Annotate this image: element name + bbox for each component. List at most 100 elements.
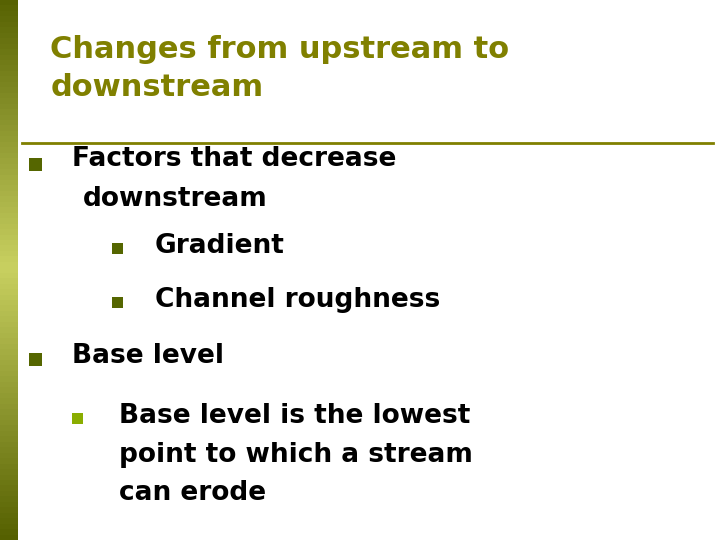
- Bar: [0, 289, 18, 294]
- Bar: [0, 185, 18, 191]
- Bar: [0, 447, 18, 453]
- Text: Base level: Base level: [72, 342, 224, 369]
- Bar: [0, 415, 18, 420]
- Bar: [0, 480, 18, 485]
- Bar: [0, 49, 18, 55]
- Bar: [0, 294, 18, 300]
- Bar: [0, 28, 18, 33]
- Bar: [0, 306, 18, 311]
- Bar: [0, 234, 18, 240]
- Bar: [0, 224, 18, 229]
- Bar: [0, 485, 18, 491]
- Bar: [0, 458, 18, 464]
- Bar: [0, 382, 18, 387]
- Bar: [0, 38, 18, 44]
- Bar: [0, 207, 18, 213]
- Bar: [0, 398, 18, 403]
- Bar: [0, 512, 18, 518]
- Bar: [29, 353, 42, 366]
- Bar: [0, 262, 18, 267]
- Bar: [0, 409, 18, 415]
- Bar: [0, 278, 18, 284]
- Text: Gradient: Gradient: [155, 233, 284, 259]
- Bar: [0, 76, 18, 82]
- Bar: [0, 93, 18, 98]
- Bar: [0, 125, 18, 131]
- Bar: [0, 71, 18, 76]
- Bar: [29, 158, 42, 171]
- Bar: [0, 174, 18, 180]
- Bar: [0, 393, 18, 398]
- Bar: [0, 475, 18, 480]
- Bar: [0, 316, 18, 322]
- Bar: [0, 137, 18, 142]
- Bar: [0, 33, 18, 38]
- Bar: [0, 360, 18, 366]
- Bar: [0, 164, 18, 169]
- Bar: [0, 197, 18, 202]
- Bar: [0, 518, 18, 524]
- Bar: [112, 296, 122, 308]
- Bar: [0, 496, 18, 502]
- Bar: [0, 376, 18, 382]
- Bar: [0, 371, 18, 376]
- Text: downstream: downstream: [83, 186, 268, 212]
- Bar: [0, 11, 18, 16]
- Bar: [0, 65, 18, 71]
- Bar: [0, 98, 18, 104]
- Bar: [0, 426, 18, 431]
- Text: point to which a stream: point to which a stream: [119, 442, 472, 468]
- Bar: [0, 284, 18, 289]
- Bar: [0, 202, 18, 207]
- Bar: [0, 436, 18, 442]
- Bar: [0, 229, 18, 234]
- Bar: [0, 524, 18, 529]
- Bar: [0, 453, 18, 458]
- Bar: [0, 535, 18, 540]
- Bar: [0, 349, 18, 355]
- Bar: [0, 311, 18, 316]
- Bar: [0, 256, 18, 262]
- Text: downstream: downstream: [50, 73, 264, 102]
- Text: Channel roughness: Channel roughness: [155, 287, 440, 313]
- Bar: [0, 464, 18, 469]
- Bar: [0, 273, 18, 278]
- Bar: [0, 338, 18, 343]
- Bar: [0, 22, 18, 28]
- Bar: [0, 0, 18, 5]
- Bar: [0, 300, 18, 306]
- Bar: [0, 87, 18, 93]
- Bar: [0, 180, 18, 185]
- Bar: [0, 507, 18, 512]
- Bar: [0, 355, 18, 360]
- Bar: [0, 109, 18, 114]
- Text: Changes from upstream to: Changes from upstream to: [50, 35, 510, 64]
- Text: Base level is the lowest: Base level is the lowest: [119, 403, 470, 429]
- Bar: [0, 420, 18, 426]
- Bar: [0, 491, 18, 496]
- Bar: [0, 343, 18, 349]
- Bar: [112, 242, 122, 254]
- Bar: [0, 529, 18, 535]
- Bar: [0, 104, 18, 109]
- Bar: [0, 387, 18, 393]
- Bar: [0, 44, 18, 49]
- Bar: [0, 82, 18, 87]
- Bar: [0, 218, 18, 224]
- Bar: [0, 158, 18, 164]
- Bar: [0, 502, 18, 507]
- Bar: [0, 60, 18, 65]
- Bar: [0, 431, 18, 436]
- Bar: [0, 191, 18, 197]
- Bar: [0, 267, 18, 273]
- Bar: [0, 16, 18, 22]
- Bar: [0, 114, 18, 120]
- Bar: [0, 153, 18, 158]
- Bar: [72, 413, 83, 424]
- Bar: [0, 120, 18, 125]
- Bar: [0, 366, 18, 371]
- Text: Factors that decrease: Factors that decrease: [72, 145, 397, 172]
- Bar: [0, 327, 18, 333]
- Bar: [0, 333, 18, 338]
- Bar: [0, 251, 18, 256]
